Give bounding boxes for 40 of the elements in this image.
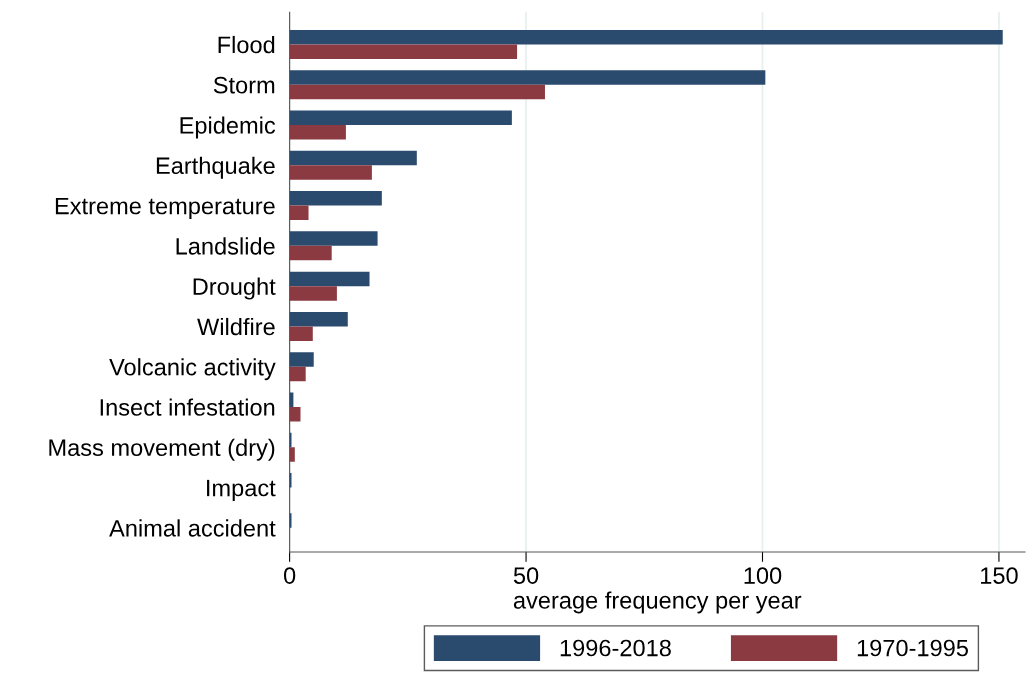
y-tick-label: Animal accident: [109, 519, 276, 537]
bar: [289, 70, 766, 85]
y-tick-label: Insect infestation: [100, 398, 275, 416]
y-tick-label: Flood: [218, 35, 275, 54]
bar: [289, 352, 314, 367]
bar: [289, 311, 348, 327]
bar: [289, 44, 518, 59]
bar: [289, 150, 417, 166]
bar: [289, 205, 309, 221]
bar: [289, 245, 332, 261]
y-tick-label: Extreme temperature: [55, 197, 275, 220]
bar: [289, 125, 346, 140]
bar: [289, 191, 382, 206]
x-tick-label: 0: [283, 567, 296, 584]
legend-label: 1996-2018: [560, 639, 671, 657]
bar: [289, 407, 301, 422]
bar: [289, 326, 313, 341]
bar: [289, 271, 370, 287]
y-tick-label: Earthquake: [156, 156, 275, 179]
bar: [289, 29, 1003, 45]
y-tick-label: Drought: [193, 277, 276, 300]
y-tick-label: Epidemic: [180, 116, 276, 139]
x-axis-title: average frequency per year: [513, 591, 802, 614]
x-tick-label: 50: [513, 567, 539, 584]
x-tick-label: 100: [744, 567, 782, 584]
x-tick-label: 150: [981, 567, 1018, 584]
y-tick-label: Storm: [213, 76, 275, 94]
y-tick-label: Landslide: [176, 237, 275, 255]
bar: [289, 84, 545, 100]
bar: [289, 286, 337, 301]
bar: [289, 447, 295, 462]
y-tick-label: Impact: [207, 479, 276, 502]
bar: [289, 165, 372, 180]
y-tick-label: Mass movement (dry): [49, 438, 275, 461]
legend-label: 1970-1995: [857, 639, 968, 657]
y-tick-label: Wildfire: [197, 317, 275, 336]
bar: [289, 366, 306, 382]
y-tick-label: Volcanic activity: [109, 358, 276, 381]
bar: [289, 231, 378, 246]
bar: [289, 110, 512, 126]
